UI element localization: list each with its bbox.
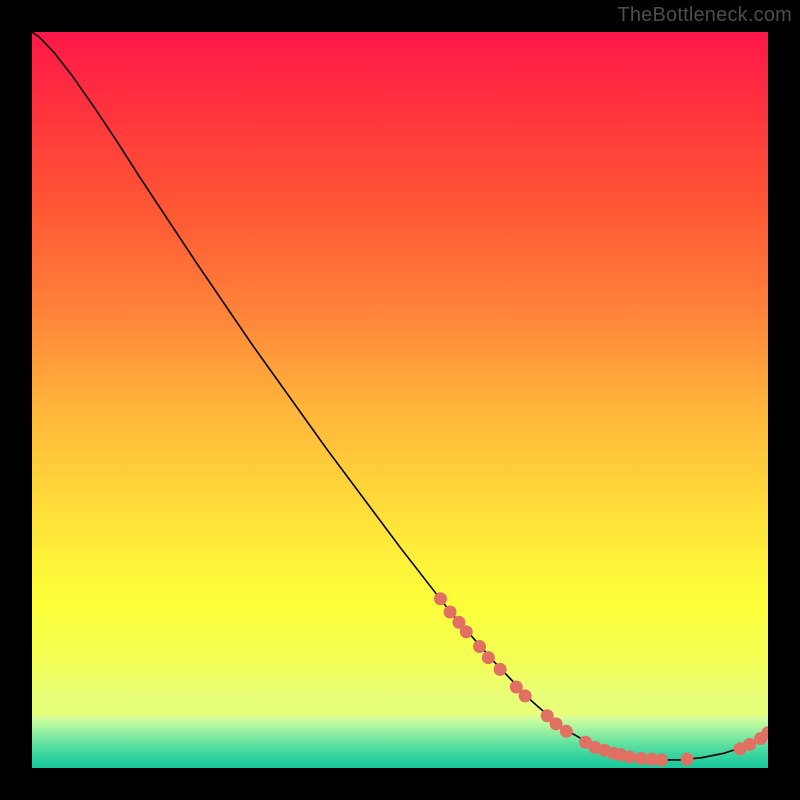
data-marker xyxy=(519,689,532,702)
data-marker xyxy=(623,750,636,763)
bottleneck-curve xyxy=(32,32,768,760)
data-marker xyxy=(482,651,495,664)
data-marker xyxy=(560,725,573,738)
plot-area xyxy=(32,32,768,768)
data-marker xyxy=(473,640,486,653)
data-marker xyxy=(655,753,668,766)
data-marker xyxy=(434,592,447,605)
data-marker xyxy=(460,625,473,638)
curve-markers xyxy=(434,592,768,766)
data-marker xyxy=(681,753,694,766)
chart-canvas: TheBottleneck.com xyxy=(0,0,800,800)
curve-layer xyxy=(32,32,768,768)
data-marker xyxy=(743,738,756,751)
data-marker xyxy=(494,663,507,676)
data-marker xyxy=(444,605,457,618)
watermark-text: TheBottleneck.com xyxy=(617,4,792,27)
